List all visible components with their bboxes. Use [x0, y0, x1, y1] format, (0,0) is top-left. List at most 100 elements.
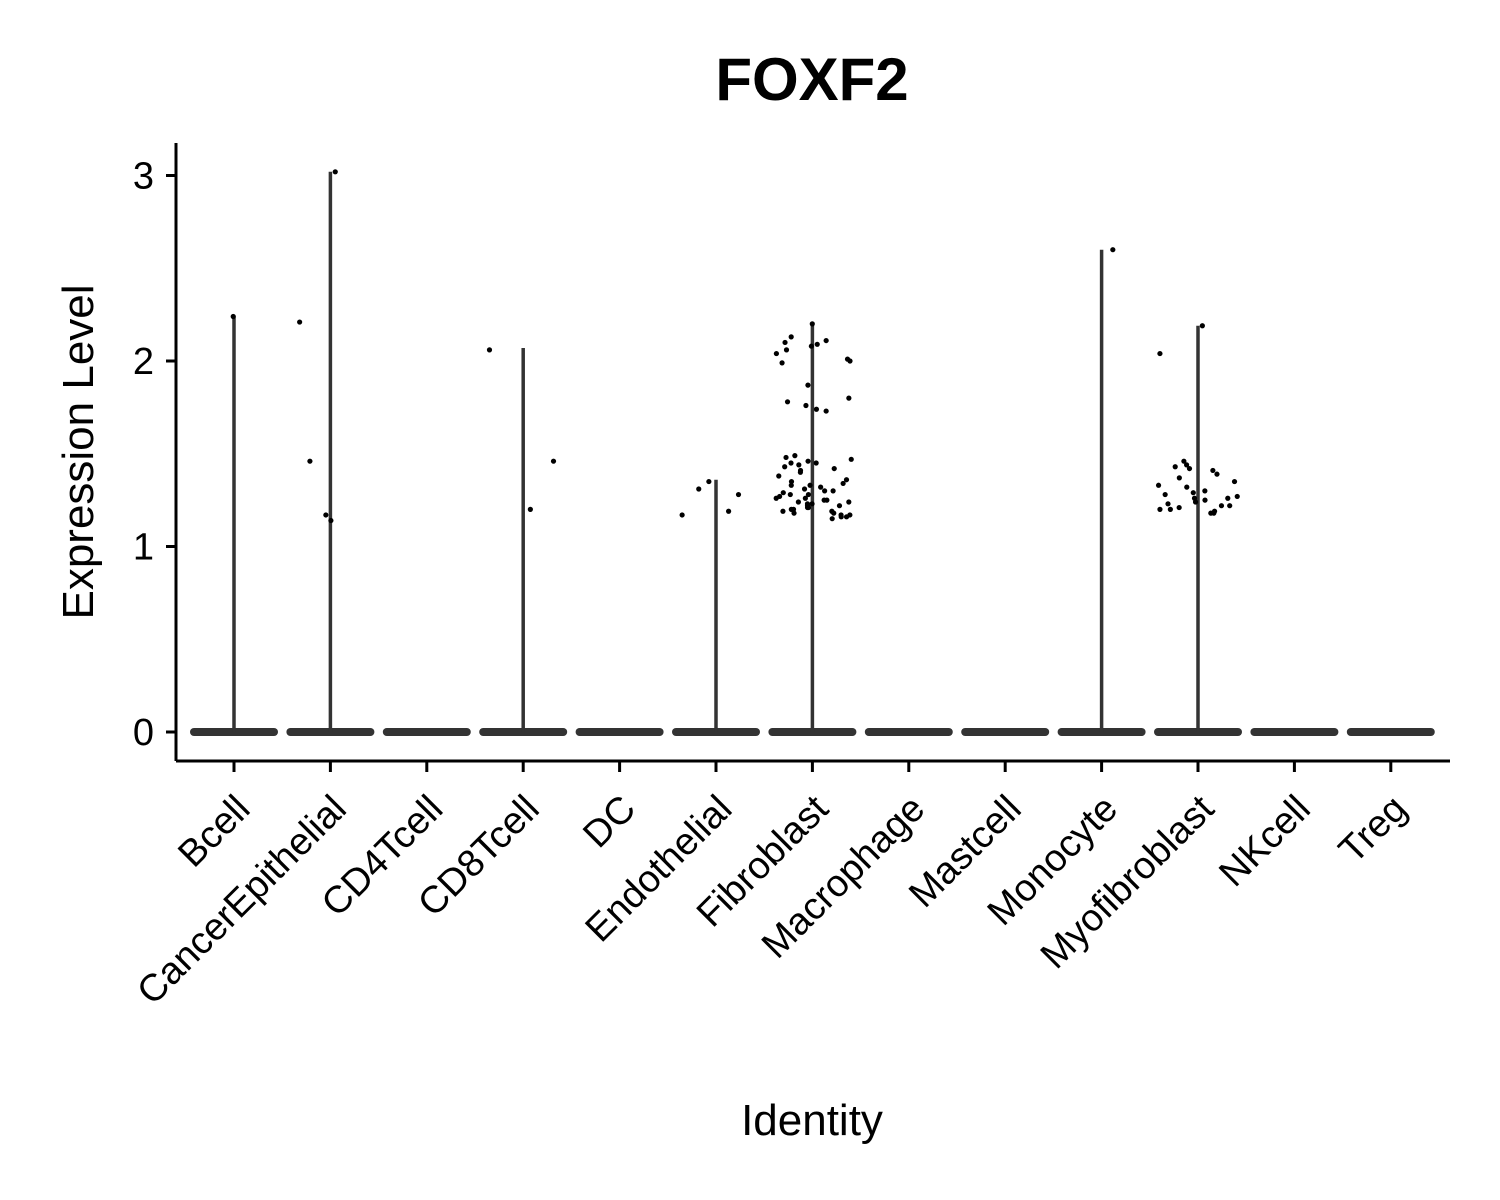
- data-point: [801, 486, 808, 492]
- data-point: [1181, 458, 1187, 464]
- violin-base-dc: [575, 728, 664, 736]
- data-point: [1208, 510, 1214, 516]
- data-point: [230, 313, 236, 320]
- data-point: [804, 504, 811, 511]
- data-point: [846, 395, 852, 401]
- data-point: [1202, 497, 1208, 503]
- data-point: [1234, 493, 1240, 500]
- data-point: [843, 477, 850, 483]
- data-point: [779, 360, 785, 366]
- data-point: [805, 491, 812, 498]
- data-point: [788, 334, 794, 340]
- data-point: [823, 408, 829, 414]
- data-point: [808, 343, 814, 349]
- data-point: [1155, 482, 1162, 488]
- data-point: [780, 490, 786, 496]
- data-point: [813, 460, 819, 466]
- data-point: [813, 406, 820, 412]
- y-tick-label: 0: [133, 712, 154, 754]
- data-point: [1190, 490, 1196, 496]
- x-axis-title: Identity: [741, 1096, 883, 1145]
- data-point: [1162, 491, 1168, 498]
- violin-layer: [190, 171, 1435, 736]
- violin-base-macrophage: [864, 728, 953, 736]
- data-point: [784, 399, 791, 405]
- y-tick-label: 2: [133, 341, 154, 383]
- x-tick-label: DC: [575, 788, 644, 857]
- data-point: [1227, 503, 1233, 509]
- data-point: [840, 480, 846, 487]
- data-point: [788, 478, 795, 485]
- data-point: [679, 512, 685, 518]
- data-point: [829, 516, 835, 522]
- data-point: [773, 350, 780, 357]
- data-point: [788, 482, 794, 488]
- data-point: [822, 488, 828, 494]
- data-point: [838, 514, 844, 520]
- data-point: [1157, 350, 1163, 357]
- data-point: [831, 510, 837, 516]
- data-point: [297, 319, 303, 325]
- y-tick-label: 1: [133, 527, 154, 569]
- violin-base-mastcell: [961, 728, 1050, 736]
- data-point: [1199, 323, 1205, 329]
- data-point: [782, 464, 788, 470]
- data-point: [1202, 488, 1208, 494]
- data-point: [809, 501, 815, 507]
- y-ticks: 0 1 2 3: [133, 156, 176, 754]
- data-point: [802, 495, 808, 501]
- data-point: [791, 510, 797, 516]
- data-point: [787, 491, 793, 498]
- data-point: [1172, 464, 1178, 470]
- data-point: [307, 458, 313, 464]
- data-point: [706, 478, 712, 485]
- data-point: [831, 465, 837, 472]
- data-point: [843, 514, 850, 520]
- data-point: [805, 382, 811, 388]
- data-point: [836, 503, 843, 509]
- data-point: [846, 499, 852, 505]
- data-point: [796, 462, 802, 468]
- data-point: [332, 169, 338, 175]
- data-point: [805, 458, 811, 464]
- data-point: [780, 508, 786, 514]
- data-point: [1192, 499, 1199, 505]
- violin-base-nkcell: [1250, 728, 1339, 736]
- data-point: [807, 482, 813, 488]
- data-point: [814, 341, 820, 347]
- data-point: [1165, 501, 1171, 507]
- data-point: [773, 495, 779, 501]
- x-tick-label: Bcell: [170, 788, 258, 876]
- data-point: [527, 506, 533, 512]
- violin-base-treg: [1346, 728, 1435, 736]
- data-point: [735, 491, 742, 498]
- data-point: [1214, 471, 1220, 477]
- data-point: [323, 512, 329, 518]
- data-point: [821, 497, 827, 503]
- data-point: [848, 456, 854, 462]
- data-point: [1231, 478, 1238, 485]
- data-point: [788, 460, 794, 466]
- data-point: [809, 321, 815, 327]
- data-point: [847, 358, 853, 364]
- data-point: [818, 484, 824, 490]
- violin-base-cd4tcell: [382, 728, 471, 736]
- points-layer: [230, 169, 1240, 524]
- data-point: [830, 488, 836, 494]
- x-tick-label: Myofibroblast: [1033, 787, 1223, 977]
- data-point: [792, 453, 798, 459]
- data-point: [823, 337, 829, 344]
- data-point: [797, 469, 804, 475]
- data-point: [1110, 247, 1116, 253]
- data-point: [782, 339, 788, 346]
- data-point: [486, 347, 493, 353]
- chart-title: FOXF2: [715, 46, 908, 113]
- data-point: [696, 486, 702, 492]
- data-point: [788, 506, 794, 512]
- data-point: [1225, 495, 1231, 501]
- x-tick-label: Treg: [1331, 788, 1415, 872]
- data-point: [1184, 484, 1190, 490]
- data-point: [328, 517, 334, 524]
